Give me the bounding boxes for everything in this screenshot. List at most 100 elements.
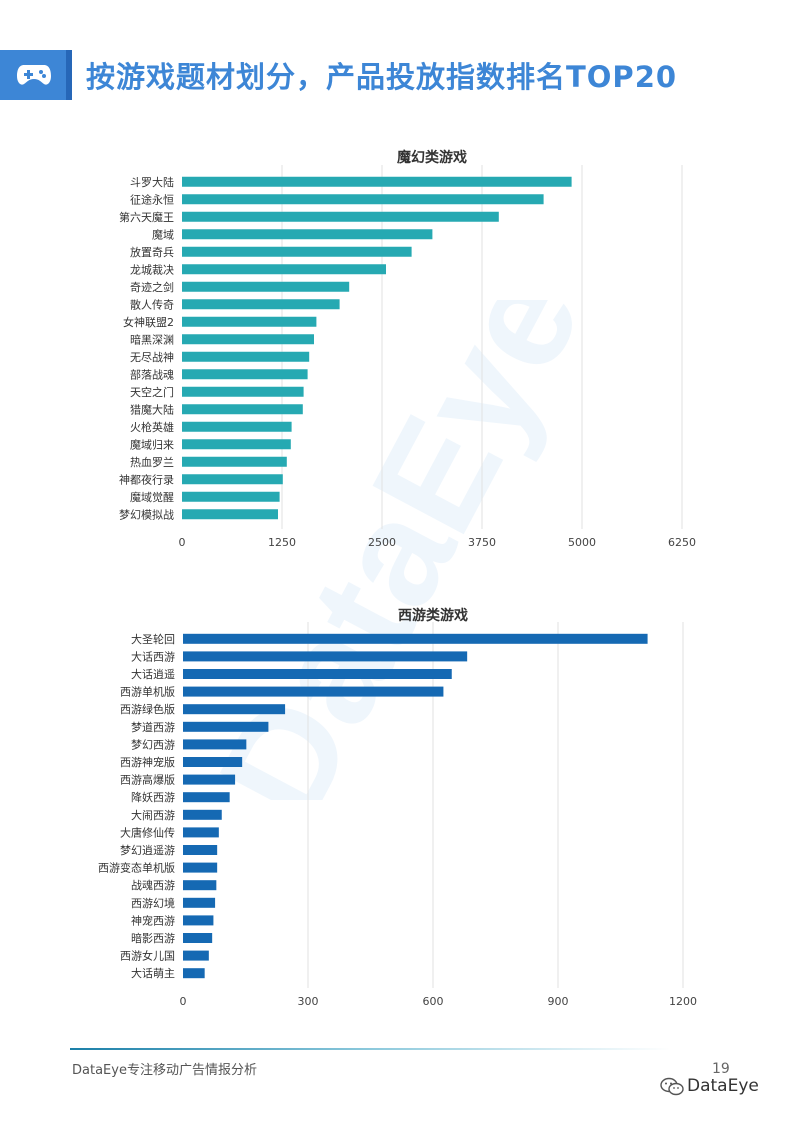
data-bar [183, 686, 444, 697]
data-bar [183, 827, 219, 838]
category-label: 奇迹之剑 [130, 280, 174, 294]
category-label: 西游单机版 [120, 685, 175, 699]
brand-name: DataEye [687, 1076, 759, 1096]
x-tick-label: 2500 [368, 536, 396, 549]
data-bar [183, 739, 247, 750]
category-label: 女神联盟2 [123, 315, 174, 329]
category-label: 西游神宠版 [120, 755, 175, 769]
category-label: 热血罗兰 [130, 455, 174, 469]
data-bar [182, 421, 292, 432]
data-bar [183, 880, 217, 891]
category-label: 大话逍遥 [131, 667, 175, 681]
x-tick-label: 900 [548, 995, 569, 1008]
data-bar [182, 281, 350, 292]
x-tick-label: 3750 [468, 536, 496, 549]
category-label: 天空之门 [130, 385, 174, 399]
footer-text: DataEye专注移动广告情报分析 [72, 1063, 257, 1078]
data-bar [182, 491, 280, 502]
data-bar [182, 439, 291, 450]
header-icon-box [0, 50, 72, 100]
category-label: 大话萌主 [131, 966, 175, 980]
data-bar [182, 176, 572, 187]
data-bar [183, 721, 269, 732]
category-label: 第六天魔王 [119, 210, 174, 224]
category-label: 魔域 [152, 227, 174, 241]
x-tick-label: 6250 [668, 536, 696, 549]
data-bar [183, 774, 236, 785]
data-bar [183, 669, 452, 679]
category-label: 征途永恒 [130, 192, 174, 206]
category-label: 魔域觉醒 [130, 490, 174, 504]
data-bar [183, 933, 213, 943]
x-tick-label: 600 [423, 995, 444, 1008]
category-label: 魔域归来 [130, 437, 174, 451]
category-label: 部落战魂 [130, 367, 174, 381]
category-label: 梦道西游 [131, 720, 175, 734]
category-label: 散人传奇 [130, 297, 174, 311]
category-label: 火枪英雄 [130, 420, 174, 434]
data-bar [182, 229, 433, 240]
category-label: 暗黑深渊 [130, 332, 174, 346]
page-title: 按游戏题材划分，产品投放指数排名TOP20 [86, 60, 678, 94]
data-bar [183, 968, 205, 979]
category-label: 无尽战神 [130, 350, 174, 364]
data-bar [183, 915, 214, 926]
data-bar [182, 299, 340, 310]
category-label: 猎魔大陆 [130, 402, 174, 416]
data-bar [183, 809, 222, 820]
data-bar [182, 369, 308, 380]
x-tick-label: 1200 [669, 995, 697, 1008]
category-label: 西游变态单机版 [98, 861, 175, 875]
category-label: 西游女儿国 [120, 949, 175, 963]
x-tick-label: 0 [180, 995, 187, 1008]
category-label: 梦幻模拟战 [119, 507, 174, 521]
data-bar [183, 792, 230, 803]
category-label: 神宠西游 [131, 913, 175, 927]
data-bar [183, 897, 216, 908]
category-label: 神都夜行录 [119, 472, 174, 486]
data-bar [182, 246, 412, 257]
data-bar [183, 633, 648, 644]
category-label: 西游幻境 [131, 896, 175, 910]
data-bar [182, 474, 283, 485]
category-label: 梦幻西游 [131, 738, 175, 751]
data-bar [182, 404, 303, 415]
fantasy-games-chart: 魔幻类游戏 0 1250 2500 3750 5000 6250 斗罗大陆征途永恒第六天魔王魔… [119, 149, 696, 549]
wechat-icon [660, 1077, 684, 1096]
category-label: 降妖西游 [131, 790, 175, 804]
category-label: 大圣轮回 [131, 632, 175, 646]
category-label: 斗罗大陆 [130, 175, 174, 189]
x-tick-label: 0 [179, 536, 186, 549]
page-number: 19 [712, 1061, 730, 1077]
category-label: 西游绿色版 [120, 702, 175, 716]
page-header: 按游戏题材划分，产品投放指数排名TOP20 [0, 50, 794, 100]
data-bar [182, 334, 314, 345]
category-label: 大话西游 [131, 649, 175, 663]
chart-title: 魔幻类游戏 [397, 149, 467, 166]
data-bar [182, 194, 544, 205]
data-bar [183, 651, 468, 662]
data-bar [183, 950, 209, 961]
data-bar [182, 386, 304, 397]
data-bar [183, 862, 218, 873]
chart-title: 西游类游戏 [398, 607, 468, 624]
category-label: 梦幻逍遥游 [120, 844, 175, 857]
data-bar [182, 351, 310, 362]
journey-west-games-chart: 西游类游戏 0 300 600 900 1200 大圣轮回大话西游大话逍遥西游单机版西游绿色… [98, 607, 697, 1008]
category-label: 龙城裁决 [130, 263, 174, 276]
x-tick-label: 300 [298, 995, 319, 1008]
footer-divider [70, 1048, 670, 1050]
data-bar [182, 509, 278, 520]
category-label: 暗影西游 [131, 931, 175, 945]
category-label: 大闹西游 [131, 808, 175, 822]
data-bar [182, 316, 317, 327]
data-bar [183, 757, 243, 767]
data-bar [182, 211, 499, 222]
category-label: 战魂西游 [131, 879, 175, 892]
category-label: 大唐修仙传 [120, 825, 175, 839]
category-label: 西游高爆版 [120, 773, 175, 787]
data-bar [183, 704, 286, 715]
x-tick-label: 5000 [568, 536, 596, 549]
x-tick-label: 1250 [268, 536, 296, 549]
data-bar [182, 264, 386, 275]
